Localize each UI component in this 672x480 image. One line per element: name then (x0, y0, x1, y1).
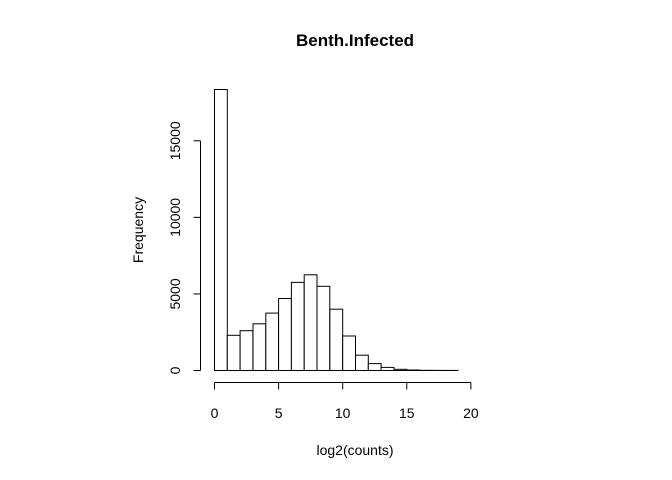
x-tick-label: 5 (275, 405, 283, 421)
histogram-bar (355, 354, 369, 372)
x-tick-label: 15 (399, 405, 415, 421)
y-tick-label: 10000 (167, 198, 183, 237)
histogram-bar (316, 285, 331, 371)
histogram-bar (303, 274, 318, 371)
chart-title: Benth.Infected (296, 31, 414, 50)
histogram-bar (329, 308, 344, 372)
y-tick-label: 15000 (167, 121, 183, 160)
histogram-bar (406, 369, 421, 371)
histogram-bar (393, 368, 408, 371)
histogram-bar (367, 363, 382, 372)
histogram-bar (214, 89, 228, 371)
y-tick-label: 5000 (167, 278, 183, 309)
y-axis-label: Frequency (130, 197, 146, 263)
x-tick-label: 10 (335, 405, 351, 421)
histogram-bar (239, 330, 254, 372)
y-tick-label: 0 (167, 366, 183, 374)
histogram-bar (290, 281, 305, 371)
histogram-bar (342, 335, 357, 371)
x-axis: 0 5 10 15 20 (211, 382, 479, 421)
x-tick-label: 20 (463, 405, 479, 421)
x-tick-label: 0 (211, 405, 219, 421)
histogram-bar (380, 366, 395, 371)
histogram-bar (252, 323, 267, 371)
x-axis-label: log2(counts) (316, 442, 393, 458)
histogram-bar (278, 298, 292, 371)
bars-group (214, 89, 459, 372)
histogram-bar (265, 312, 280, 372)
y-axis: 0 5000 10000 15000 (167, 121, 201, 374)
histogram-bar (226, 334, 241, 371)
